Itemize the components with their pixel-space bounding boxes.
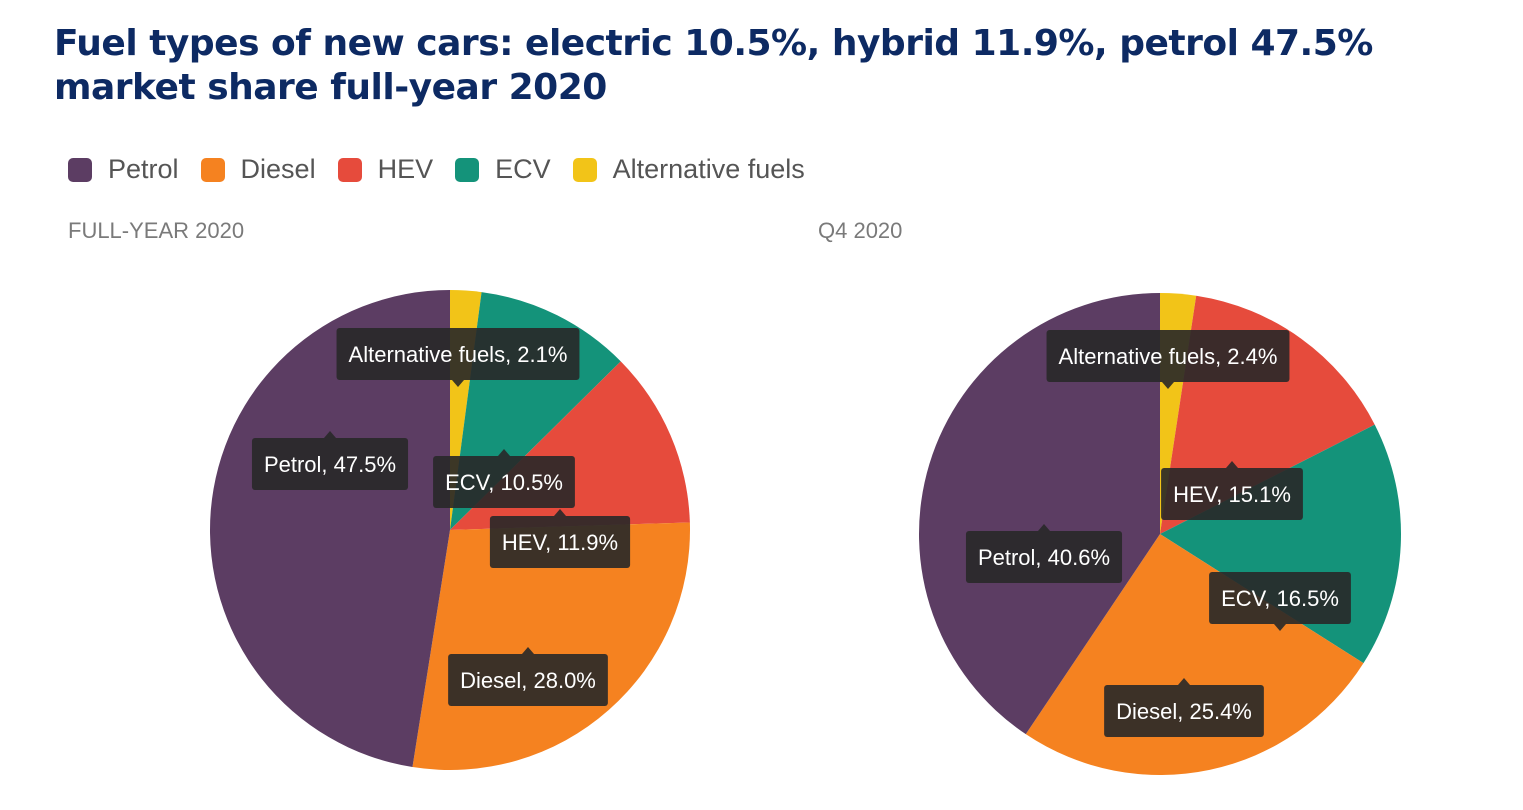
tooltip-pointer-alternative-fuels — [452, 380, 464, 387]
legend-label-alternative-fuels: Alternative fuels — [612, 154, 805, 184]
pie-q4 — [919, 293, 1402, 776]
tooltip-box-ecv — [433, 456, 575, 508]
tooltips-full-year: Alternative fuels, 2.1% ECV, 10.5% HEV, 11… — [251, 328, 631, 706]
tooltip-pointer-petrol — [1038, 524, 1050, 531]
tooltip-box-hev — [1161, 468, 1303, 520]
legend-label-hev: HEV — [377, 154, 434, 184]
tooltip-ecv: ECV, 16.5% — [1209, 572, 1351, 631]
legend-label-ecv: ECV — [495, 154, 551, 184]
legend-item-hev[interactable]: HEV — [337, 154, 434, 185]
legend-swatch-diesel — [200, 157, 225, 182]
legend-item-ecv[interactable]: ECV — [455, 154, 551, 185]
legend-item-diesel[interactable]: Diesel — [200, 154, 316, 185]
tooltip-box-petrol — [251, 438, 409, 490]
tooltip-text-hev: HEV, 11.9% — [502, 530, 618, 555]
tooltip-pointer-hev — [554, 509, 566, 516]
tooltip-hev: HEV, 15.1% — [1161, 461, 1303, 520]
legend-label-diesel: Diesel — [240, 154, 316, 184]
tooltip-text-ecv: ECV, 16.5% — [1221, 586, 1339, 611]
tooltip-diesel: Diesel, 25.4% — [1104, 678, 1264, 737]
pie-title-full-year: FULL-YEAR 2020 — [68, 218, 245, 243]
tooltip-text-petrol: Petrol, 40.6% — [978, 545, 1110, 570]
tooltip-box-alternative-fuels — [336, 328, 580, 380]
tooltip-text-petrol: Petrol, 47.5% — [264, 452, 396, 477]
tooltip-box-petrol — [965, 531, 1123, 583]
legend-swatch-ecv — [455, 157, 480, 182]
tooltip-diesel: Diesel, 28.0% — [448, 647, 608, 706]
tooltips-q4: Alternative fuels, 2.4% HEV, 15.1% ECV, 16… — [965, 330, 1351, 737]
pie-title-q4: Q4 2020 — [818, 218, 903, 243]
tooltip-text-diesel: Diesel, 28.0% — [460, 668, 596, 693]
tooltip-petrol: Petrol, 47.5% — [251, 431, 409, 490]
chart-title: Fuel types of new cars: electric 10.5%, … — [54, 23, 1373, 108]
tooltip-box-diesel — [1104, 685, 1264, 737]
tooltip-box-alternative-fuels — [1046, 330, 1290, 382]
tooltip-text-hev: HEV, 15.1% — [1173, 482, 1291, 507]
tooltip-hev: HEV, 11.9% — [489, 509, 631, 568]
tooltip-text-diesel: Diesel, 25.4% — [1116, 699, 1252, 724]
legend-label-petrol: Petrol — [108, 154, 179, 184]
pie-slice-petrol[interactable] — [919, 293, 1160, 735]
tooltip-pointer-ecv — [498, 449, 510, 456]
tooltip-pointer-hev — [1226, 461, 1238, 468]
tooltip-alternative-fuels: Alternative fuels, 2.1% — [336, 328, 580, 387]
tooltip-pointer-diesel — [522, 647, 534, 654]
tooltip-ecv: ECV, 10.5% — [433, 449, 575, 508]
legend-swatch-petrol — [68, 157, 92, 182]
legend-swatch-hev — [337, 157, 362, 182]
legend-item-alternative-fuels[interactable]: Alternative fuels — [572, 154, 805, 185]
pie-slice-petrol[interactable] — [209, 290, 450, 768]
tooltip-pointer-petrol — [324, 431, 336, 438]
tooltip-alternative-fuels: Alternative fuels, 2.4% — [1046, 330, 1290, 389]
tooltip-pointer-diesel — [1178, 678, 1190, 685]
tooltip-box-ecv — [1209, 572, 1351, 624]
tooltip-petrol: Petrol, 40.6% — [965, 524, 1123, 583]
tooltip-box-hev — [489, 516, 631, 568]
tooltip-text-alternative-fuels: Alternative fuels, 2.4% — [1059, 344, 1278, 369]
tooltip-box-diesel — [448, 654, 608, 706]
tooltip-pointer-alternative-fuels — [1162, 382, 1174, 389]
legend-item-petrol[interactable]: Petrol — [68, 154, 179, 185]
tooltip-text-ecv: ECV, 10.5% — [445, 470, 563, 495]
pie-slice-diesel[interactable] — [412, 522, 691, 770]
legend: Petrol Diesel HEV ECV Alternative fuels — [68, 154, 827, 185]
legend-swatch-alternative-fuels — [572, 157, 597, 182]
tooltip-pointer-ecv — [1274, 624, 1286, 631]
tooltip-text-alternative-fuels: Alternative fuels, 2.1% — [349, 342, 568, 367]
